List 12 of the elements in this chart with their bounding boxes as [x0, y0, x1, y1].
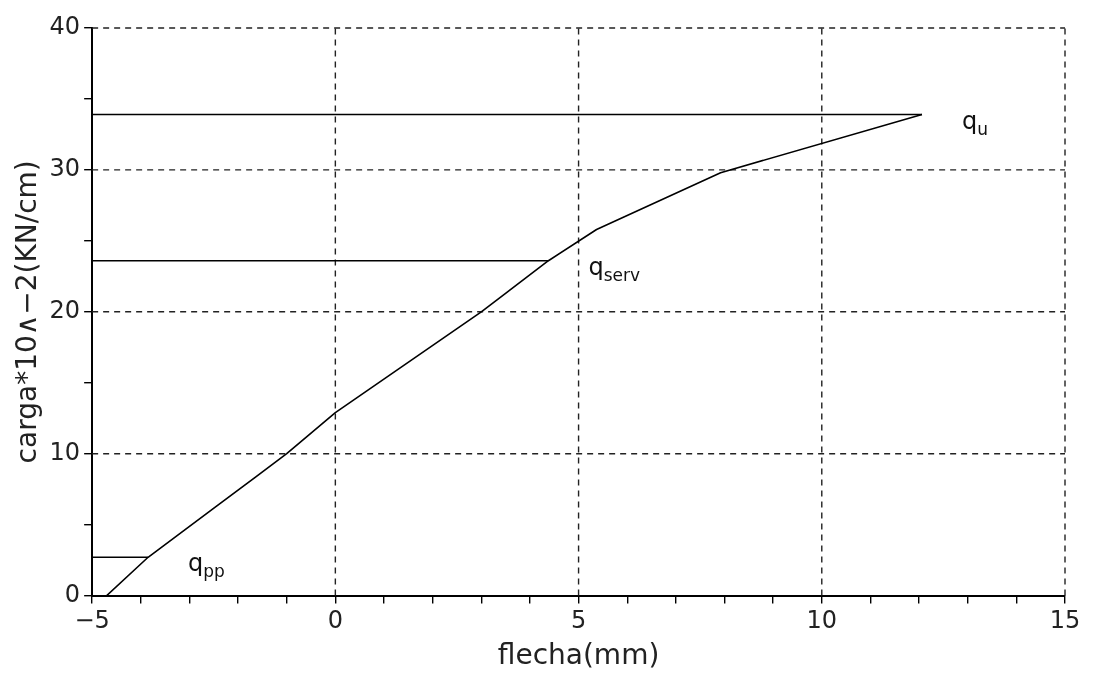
x-tick-label: 15	[1049, 606, 1081, 635]
x-tick-label: 10	[806, 606, 838, 635]
y-axis-title: carga*10∧−2(KN/cm)	[10, 160, 44, 464]
y-tick-label: 20	[49, 296, 81, 325]
x-tick-label: −5	[74, 606, 110, 635]
y-tick-label: 30	[49, 154, 81, 183]
x-axis-title: flecha(mm)	[497, 638, 660, 672]
x-tick-label: 5	[570, 606, 587, 635]
y-tick-label: 40	[49, 12, 81, 41]
x-tick-label: 0	[327, 606, 343, 635]
y-tick-label: 0	[64, 579, 81, 608]
y-tick-label: 10	[49, 437, 81, 466]
